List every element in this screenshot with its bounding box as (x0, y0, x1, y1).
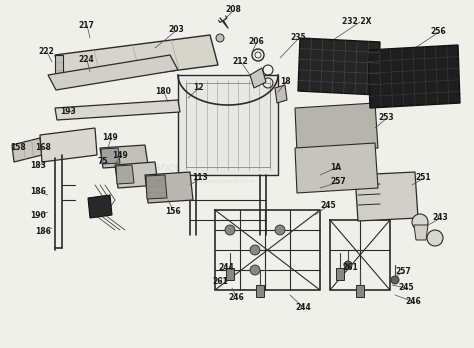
Polygon shape (48, 55, 178, 90)
Polygon shape (368, 45, 460, 108)
Polygon shape (55, 35, 218, 85)
Circle shape (225, 225, 235, 235)
Text: 235: 235 (290, 33, 306, 42)
Text: 180: 180 (155, 87, 171, 96)
Polygon shape (115, 162, 158, 188)
Polygon shape (275, 85, 287, 103)
Text: 113: 113 (192, 174, 208, 182)
Polygon shape (116, 165, 134, 184)
Polygon shape (55, 100, 180, 120)
Text: 253: 253 (378, 113, 393, 122)
Text: 244: 244 (295, 303, 311, 313)
Polygon shape (178, 75, 278, 175)
Polygon shape (256, 285, 264, 297)
Circle shape (412, 214, 428, 230)
Circle shape (250, 245, 260, 255)
Text: 190: 190 (30, 211, 46, 220)
Polygon shape (336, 268, 344, 280)
Text: 245: 245 (320, 200, 336, 209)
Text: 261: 261 (342, 263, 358, 272)
Text: 261: 261 (212, 277, 228, 286)
Text: 156: 156 (165, 207, 181, 216)
Polygon shape (55, 55, 63, 85)
Text: 12: 12 (193, 84, 203, 93)
Circle shape (427, 230, 443, 246)
Polygon shape (101, 148, 120, 164)
Circle shape (344, 261, 352, 269)
Text: 246: 246 (228, 293, 244, 302)
Polygon shape (146, 175, 167, 199)
Text: Appliance Factory Parts: Appliance Factory Parts (125, 161, 265, 174)
Text: 243: 243 (432, 214, 448, 222)
Text: 212: 212 (232, 57, 248, 66)
Text: 257: 257 (395, 268, 411, 277)
Text: 149: 149 (112, 150, 128, 159)
Text: 256: 256 (430, 27, 446, 37)
Text: 232 2X: 232 2X (342, 17, 372, 26)
Text: 168: 168 (35, 143, 51, 152)
Text: 208: 208 (225, 6, 241, 15)
Text: http://www.appliancefactoryparts.com: http://www.appliancefactoryparts.com (135, 180, 255, 184)
Polygon shape (145, 172, 193, 203)
Text: 75: 75 (98, 158, 109, 166)
Text: 217: 217 (78, 21, 94, 30)
Text: 206: 206 (248, 38, 264, 47)
Polygon shape (40, 128, 97, 162)
Polygon shape (226, 268, 234, 280)
Text: 245: 245 (398, 284, 414, 293)
Polygon shape (12, 138, 42, 162)
Polygon shape (298, 38, 380, 95)
Text: 251: 251 (415, 174, 430, 182)
Text: 183: 183 (30, 160, 46, 169)
Polygon shape (88, 195, 112, 218)
Text: 186: 186 (30, 188, 46, 197)
Polygon shape (356, 285, 364, 297)
Text: 1A: 1A (330, 164, 341, 173)
Circle shape (275, 225, 285, 235)
Text: 244: 244 (218, 263, 234, 272)
Circle shape (391, 276, 399, 284)
Text: 222: 222 (38, 47, 54, 56)
Text: 149: 149 (102, 134, 118, 142)
Text: 203: 203 (168, 25, 184, 34)
Polygon shape (355, 172, 418, 221)
Text: 18: 18 (280, 78, 291, 87)
Polygon shape (295, 103, 378, 153)
Text: 246: 246 (405, 298, 421, 307)
Text: 186: 186 (35, 228, 51, 237)
Text: 224: 224 (78, 55, 94, 64)
Polygon shape (414, 225, 428, 240)
Polygon shape (100, 145, 148, 168)
Text: 257: 257 (330, 177, 346, 187)
Text: 158: 158 (10, 143, 26, 152)
Polygon shape (250, 68, 266, 88)
Circle shape (216, 34, 224, 42)
Text: 193: 193 (60, 108, 76, 117)
Circle shape (250, 265, 260, 275)
Polygon shape (295, 143, 378, 193)
